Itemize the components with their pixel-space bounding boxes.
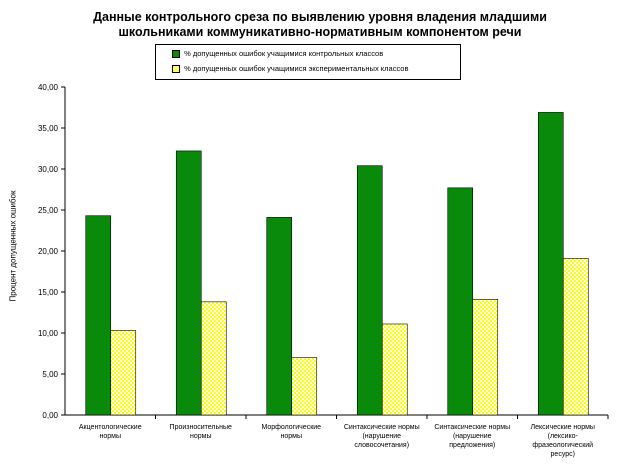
bar-experimental (291, 357, 318, 416)
x-tick-label: Произносительные нормы (169, 424, 232, 440)
bar-experimental (110, 330, 137, 416)
y-tick-label: 25,00 (38, 206, 59, 215)
bar-control (85, 215, 112, 416)
legend-item-control: % допущенных ошибок учащимися контрольны… (172, 49, 384, 59)
x-tick-label: Синтаксические нормы (нарушение словосоч… (343, 424, 420, 449)
y-tick-label: 20,00 (38, 247, 59, 256)
legend-swatch-control (172, 50, 180, 59)
axes: 0,00 5,00 10,00 15,00 20,00 25,00 30,00 35,00 40… (38, 83, 609, 420)
legend-label-control: % допущенных ошибок учащимися контрольны… (184, 49, 384, 58)
y-tick-label: 15,00 (38, 288, 59, 297)
bar-experimental (562, 258, 589, 416)
bar-experimental (472, 299, 499, 416)
chart-title: Данные контрольного среза по выявлению у… (93, 10, 547, 39)
legend: % допущенных ошибок учащимися контрольны… (155, 44, 461, 80)
x-tick-label: Лексические нормы (лексико-фразеологичес… (530, 424, 595, 458)
bar-experimental (381, 323, 408, 416)
y-tick-label: 40,00 (38, 83, 59, 92)
legend-label-experimental: % допущенных ошибок учащимися эксперимен… (184, 64, 409, 73)
bar-control (175, 150, 202, 416)
y-axis-label: Процент допущенных ошибок (8, 190, 18, 302)
bar-control (356, 165, 383, 416)
x-tick-label: Морфологические нормы (261, 424, 322, 440)
y-tick-label: 5,00 (42, 370, 58, 379)
legend-item-experimental: % допущенных ошибок учащимися эксперимен… (172, 64, 409, 74)
x-tick-label: Синтаксические нормы (нарушение предложе… (434, 424, 511, 449)
x-tick-label: Акцентологические нормы (78, 424, 142, 440)
y-tick-label: 10,00 (38, 329, 59, 338)
y-tick-label: 30,00 (38, 165, 59, 174)
bars (85, 112, 589, 416)
y-tick-label: 0,00 (42, 411, 58, 420)
bar-experimental (200, 301, 227, 416)
bar-control (266, 217, 293, 416)
bar-control (537, 112, 564, 416)
bar-control (447, 187, 474, 416)
legend-swatch-experimental (172, 65, 180, 74)
y-tick-label: 35,00 (38, 124, 59, 133)
